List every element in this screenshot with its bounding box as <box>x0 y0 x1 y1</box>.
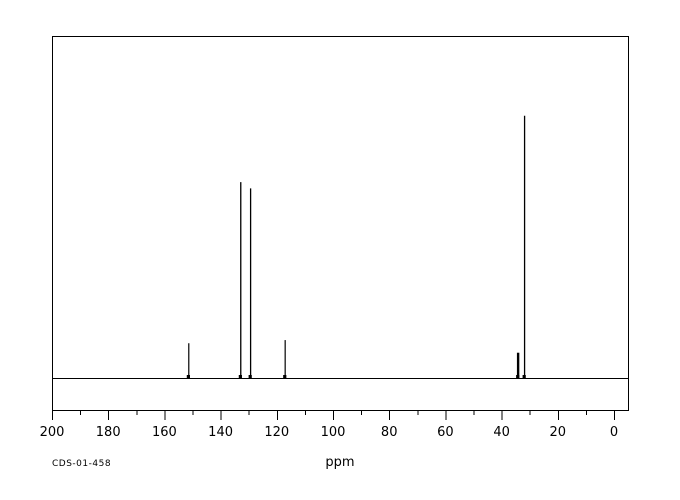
x-axis-title: ppm <box>325 455 354 470</box>
axis-tick-label: 140 <box>208 425 233 440</box>
axis-tick-label: 40 <box>493 425 510 440</box>
sample-id-label: CDS-01-458 <box>52 459 111 469</box>
axis-tick-label: 20 <box>550 425 567 440</box>
axis-tick-label: 120 <box>264 425 289 440</box>
axis-tick-label: 160 <box>152 425 177 440</box>
axis-tick-label: 180 <box>96 425 121 440</box>
axis-tick-label: 60 <box>437 425 454 440</box>
axis-tick-labels: 200 180 160 140 120 100 80 60 40 20 0 <box>40 425 619 440</box>
peak-trace <box>186 115 526 378</box>
axis-tick-label: 0 <box>610 425 618 440</box>
plot-frame <box>52 36 629 411</box>
axis-ticks <box>52 410 615 420</box>
axis-tick-label: 100 <box>321 425 346 440</box>
axis-tick-label: 200 <box>40 425 65 440</box>
axis-tick-label: 80 <box>381 425 398 440</box>
